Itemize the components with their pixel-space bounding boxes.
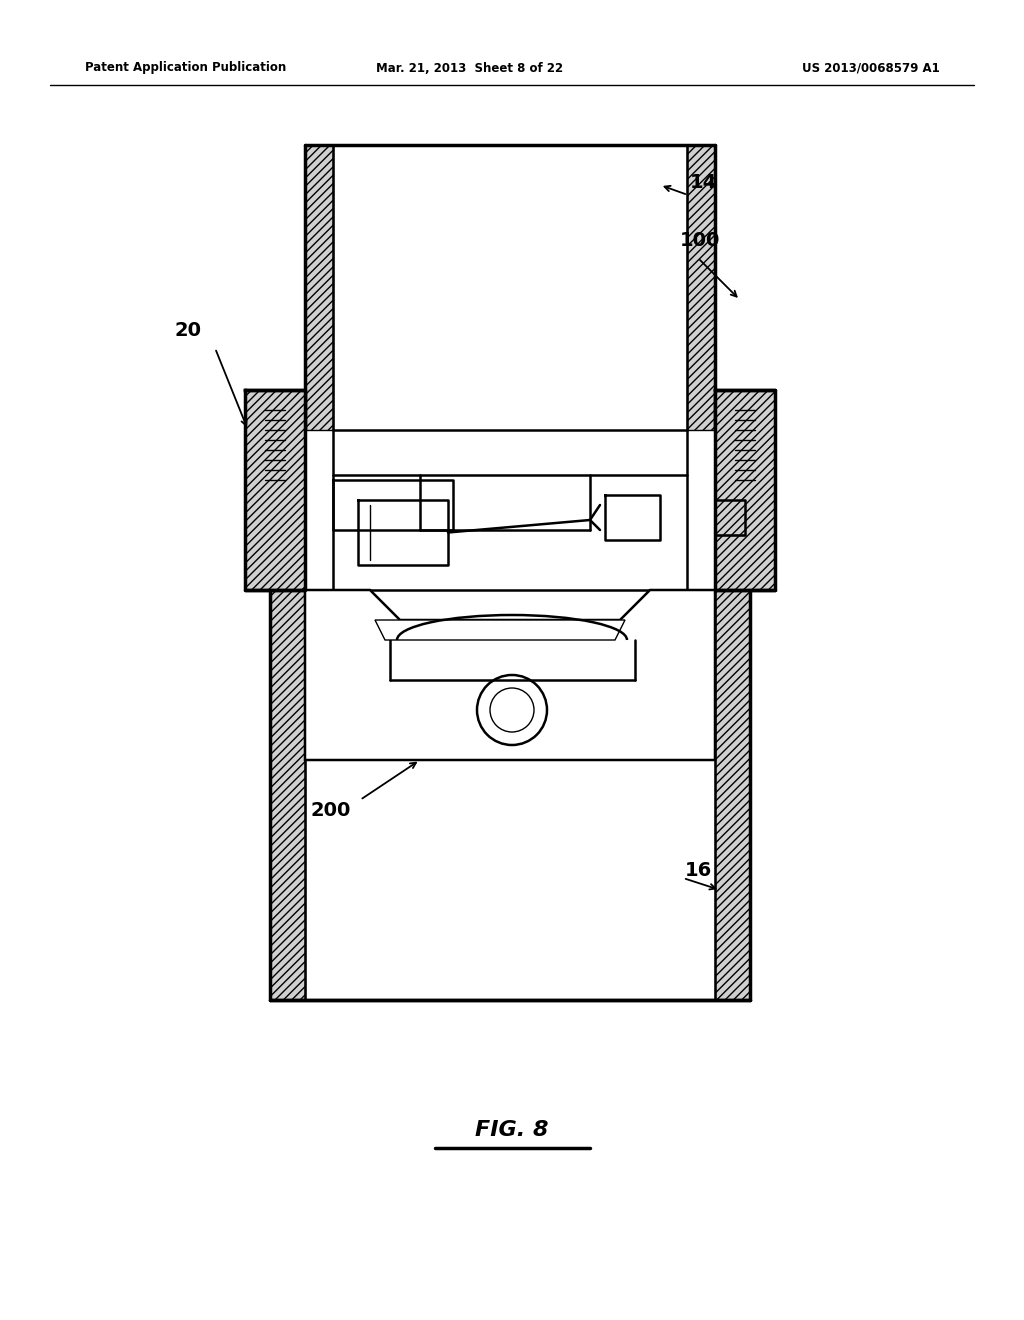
Text: Patent Application Publication: Patent Application Publication — [85, 62, 287, 74]
Text: 16: 16 — [685, 861, 713, 879]
Text: Mar. 21, 2013  Sheet 8 of 22: Mar. 21, 2013 Sheet 8 of 22 — [377, 62, 563, 74]
Polygon shape — [305, 145, 333, 430]
Polygon shape — [270, 430, 305, 1001]
Text: FIG. 8: FIG. 8 — [475, 1119, 549, 1140]
Polygon shape — [305, 590, 715, 760]
Text: 200: 200 — [310, 800, 350, 820]
Text: 20: 20 — [175, 321, 202, 339]
Polygon shape — [687, 145, 715, 430]
Text: 14: 14 — [690, 173, 717, 193]
Polygon shape — [245, 389, 305, 590]
Text: 100: 100 — [680, 231, 720, 249]
Polygon shape — [375, 620, 625, 640]
Text: US 2013/0068579 A1: US 2013/0068579 A1 — [802, 62, 940, 74]
Polygon shape — [715, 389, 775, 590]
Polygon shape — [715, 430, 750, 1001]
